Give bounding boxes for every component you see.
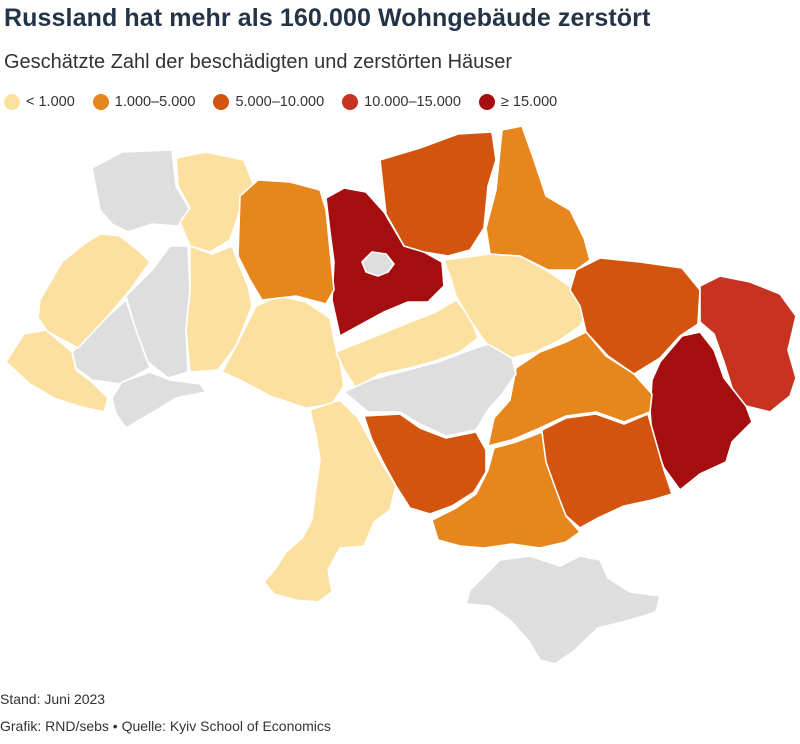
legend-label: 10.000–15.000 [364,94,461,110]
chart-subtitle: Geschätzte Zahl der beschädigten und zer… [4,51,513,73]
region-ivano-frankivsk [71,299,151,385]
legend-swatch [213,94,230,110]
legend-swatch [92,94,109,110]
region-zakarpattia [5,329,109,413]
legend-item-5000-10000: 5.000–10.000 [213,94,324,110]
footer-credits: Grafik: RND/sebs • Quelle: Kyiv School o… [0,718,331,734]
legend-label: ≥ 15.000 [500,94,558,110]
region-lviv [37,233,151,349]
region-rivne [175,151,255,253]
region-luhansk [699,275,797,413]
region-sumy [485,125,591,271]
region-chernihiv [379,131,497,257]
region-chernivtsi [111,371,207,429]
chart-title: Russland hat mehr als 160.000 Wohngebäud… [4,4,651,32]
legend-item-under-1000: < 1.000 [4,94,75,110]
region-volyn [91,149,191,233]
region-khmelnytskyi [185,245,253,373]
region-odesa [263,399,397,603]
ukraine-choropleth-map [5,125,797,665]
region-kyiv-city [361,251,395,277]
legend-label: < 1.000 [26,94,75,110]
region-dnipropetrovsk [487,331,653,447]
legend-swatch [342,94,359,110]
region-kharkiv [569,257,701,375]
region-zhytomyr [237,179,335,305]
legend-item-over-15000: ≥ 15.000 [478,94,558,110]
legend: < 1.000 1.000–5.000 5.000–10.000 10.000–… [4,94,575,110]
legend-item-1000-5000: 1.000–5.000 [92,94,196,110]
legend-label: 1.000–5.000 [114,94,196,110]
legend-label: 5.000–10.000 [235,94,325,110]
region-kirovohrad [343,343,517,437]
region-kherson [431,431,581,549]
legend-swatch [4,94,20,110]
legend-item-10000-15000: 10.000–15.000 [342,94,461,110]
footer-date: Stand: Juni 2023 [0,691,106,707]
legend-swatch [478,94,495,110]
region-mykolaiv [363,413,487,515]
region-crimea [465,555,661,665]
